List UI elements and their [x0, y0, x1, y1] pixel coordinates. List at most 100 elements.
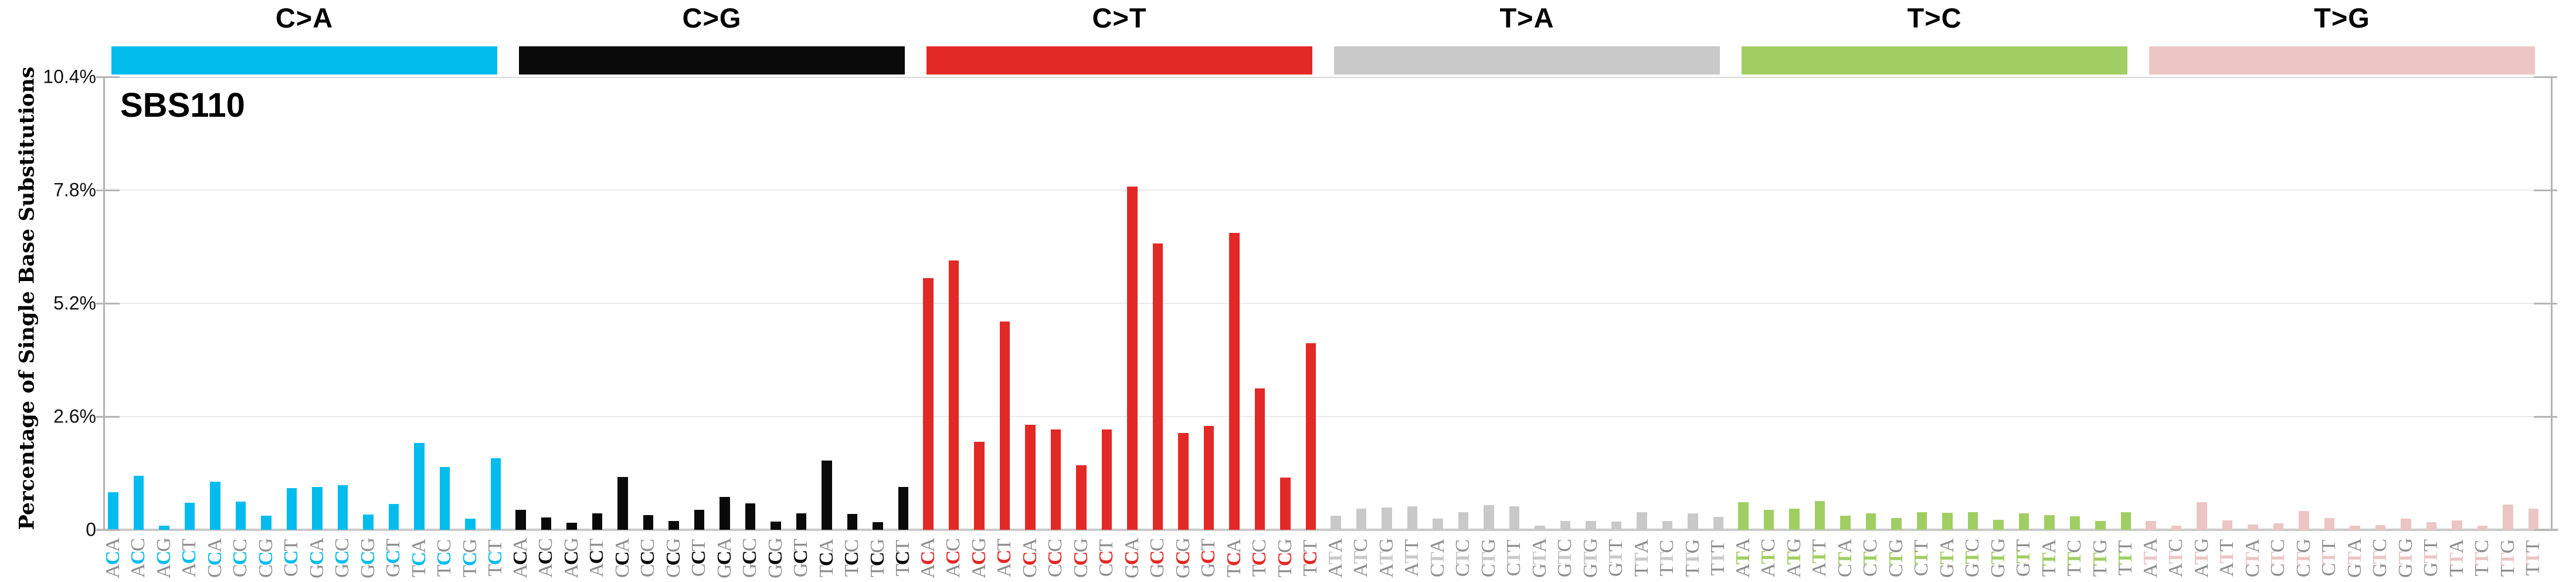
x-tick-label-T>C-ATA: ATA	[1732, 539, 1754, 578]
bar-T>C-GTC	[1967, 512, 1978, 530]
x-label-letter: T	[178, 540, 201, 551]
x-label-letter: C	[1019, 566, 1041, 578]
x-label-letter: G	[560, 539, 582, 552]
x-label-letter: T	[1350, 551, 1372, 564]
gridline-5.2%	[104, 303, 2550, 304]
x-label-letter: G	[1579, 539, 1601, 553]
x-label-letter: C	[1299, 551, 1322, 566]
x-tick-label-C>A-ACA: ACA	[102, 539, 124, 578]
x-label-letter: A	[2241, 540, 2263, 553]
y-tick-left	[96, 76, 120, 78]
x-label-letter: G	[2343, 564, 2365, 578]
x-label-letter: T	[2471, 565, 2493, 577]
x-tick-label-C>A-GCT: GCT	[382, 540, 405, 577]
bar-T>G-GTT	[2426, 522, 2436, 530]
x-tick-label-T>A-CTT: CTT	[1503, 541, 1525, 576]
x-label-letter: T	[2318, 540, 2340, 552]
x-label-letter: G	[1885, 540, 1907, 553]
x-label-letter: G	[968, 539, 990, 552]
bar-T>G-CTC	[2273, 523, 2283, 530]
bar-T>A-CTA	[1433, 518, 1443, 530]
bar-C>G-CCG	[668, 521, 679, 530]
y-tick-label: 5.2%	[53, 292, 96, 314]
plot-border	[103, 77, 2553, 531]
y-tick-right	[2534, 529, 2557, 531]
x-tick-label-C>G-CCG: CCG	[663, 539, 685, 578]
x-tick-label-T>C-CTA: CTA	[1834, 540, 1857, 577]
bar-C>T-ACG	[974, 442, 985, 530]
bar-C>T-ACT	[999, 322, 1010, 530]
x-label-letter: C	[637, 540, 659, 552]
x-label-letter: T	[2496, 553, 2519, 566]
x-label-letter: G	[866, 540, 888, 553]
x-label-letter: C	[1121, 551, 1143, 566]
bar-C>T-TCC	[1254, 388, 1265, 530]
group-label-T>G: T>G	[2314, 2, 2370, 33]
x-label-letter: T	[1808, 540, 1831, 551]
x-label-letter: T	[1630, 553, 1652, 566]
x-label-letter: C	[280, 551, 303, 565]
x-label-letter: G	[1987, 539, 2009, 553]
x-tick-label-C>A-CCA: CCA	[204, 539, 226, 578]
x-tick-label-T>C-TTT: TTT	[2115, 542, 2137, 576]
x-tick-label-C>G-CCC: CCC	[637, 540, 659, 577]
bar-T>C-ATT	[1814, 501, 1825, 530]
x-label-letter: T	[1732, 552, 1754, 565]
x-label-letter: C	[866, 553, 888, 567]
x-tick-label-C>T-TCA: TCA	[1223, 540, 1245, 577]
x-tick-label-C>T-TCG: TCG	[1274, 540, 1297, 577]
x-label-letter: C	[1452, 540, 1474, 553]
x-tick-label-C>G-GCT: GCT	[790, 540, 812, 577]
x-tick-label-C>A-TCG: TCG	[459, 540, 481, 577]
x-label-letter: T	[280, 540, 303, 551]
bar-C>A-CCA	[210, 481, 220, 530]
x-label-letter: T	[1783, 552, 1805, 565]
x-label-letter: C	[1044, 565, 1067, 577]
bar-C>G-ACA	[515, 509, 526, 530]
x-label-letter: G	[662, 539, 684, 553]
x-label-letter: G	[1987, 564, 2009, 578]
x-label-letter: T	[2038, 553, 2060, 566]
x-label-letter: C	[331, 551, 354, 565]
bar-C>A-GCA	[312, 486, 323, 530]
x-label-letter: A	[1732, 564, 1754, 578]
x-label-letter: G	[1274, 540, 1296, 553]
group-label-C>T: C>T	[1092, 2, 1147, 33]
x-label-letter: C	[637, 551, 659, 566]
bar-C>A-TCA	[414, 443, 425, 530]
x-label-letter: C	[306, 551, 328, 566]
bar-T>C-TTG	[2095, 521, 2106, 530]
bar-C>A-GCT	[388, 504, 399, 530]
x-label-letter: A	[2139, 564, 2161, 578]
x-label-letter: T	[1987, 552, 2009, 565]
x-label-letter: C	[1223, 553, 1245, 567]
x-tick-label-T>A-TTC: TTC	[1656, 541, 1678, 576]
group-label-C>G: C>G	[682, 2, 742, 33]
bar-C>A-TCG	[465, 518, 476, 530]
x-label-letter: C	[2318, 564, 2340, 577]
x-label-letter: T	[1681, 553, 1703, 566]
x-label-letter: T	[1248, 566, 1271, 577]
x-label-letter: A	[203, 539, 226, 553]
x-label-letter: T	[1885, 553, 1907, 566]
bar-T>C-TTT	[2120, 512, 2131, 530]
x-label-letter: C	[331, 539, 354, 551]
x-label-letter: C	[841, 540, 863, 553]
bar-C>A-CCC	[235, 502, 246, 530]
x-tick-label-C>A-CCG: CCG	[255, 539, 277, 578]
bar-C>A-GCC	[337, 485, 348, 530]
bar-T>G-ATA	[2146, 521, 2156, 530]
x-tick-label-C>A-ACG: ACG	[153, 539, 175, 578]
x-label-letter: T	[2165, 551, 2187, 564]
x-label-letter: C	[2292, 565, 2314, 577]
x-tick-label-T>C-GTT: GTT	[2012, 540, 2035, 577]
y-tick-label: 2.6%	[53, 405, 96, 427]
x-label-letter: A	[178, 564, 201, 577]
x-tick-label-C>T-TCT: TCT	[1299, 541, 1322, 576]
x-label-letter: G	[2190, 539, 2212, 553]
x-label-letter: T	[2445, 553, 2468, 566]
bar-C>G-GCC	[745, 503, 755, 530]
x-tick-label-T>G-ATA: ATA	[2140, 539, 2162, 578]
x-label-letter: C	[841, 552, 863, 566]
x-label-letter: A	[101, 539, 124, 552]
